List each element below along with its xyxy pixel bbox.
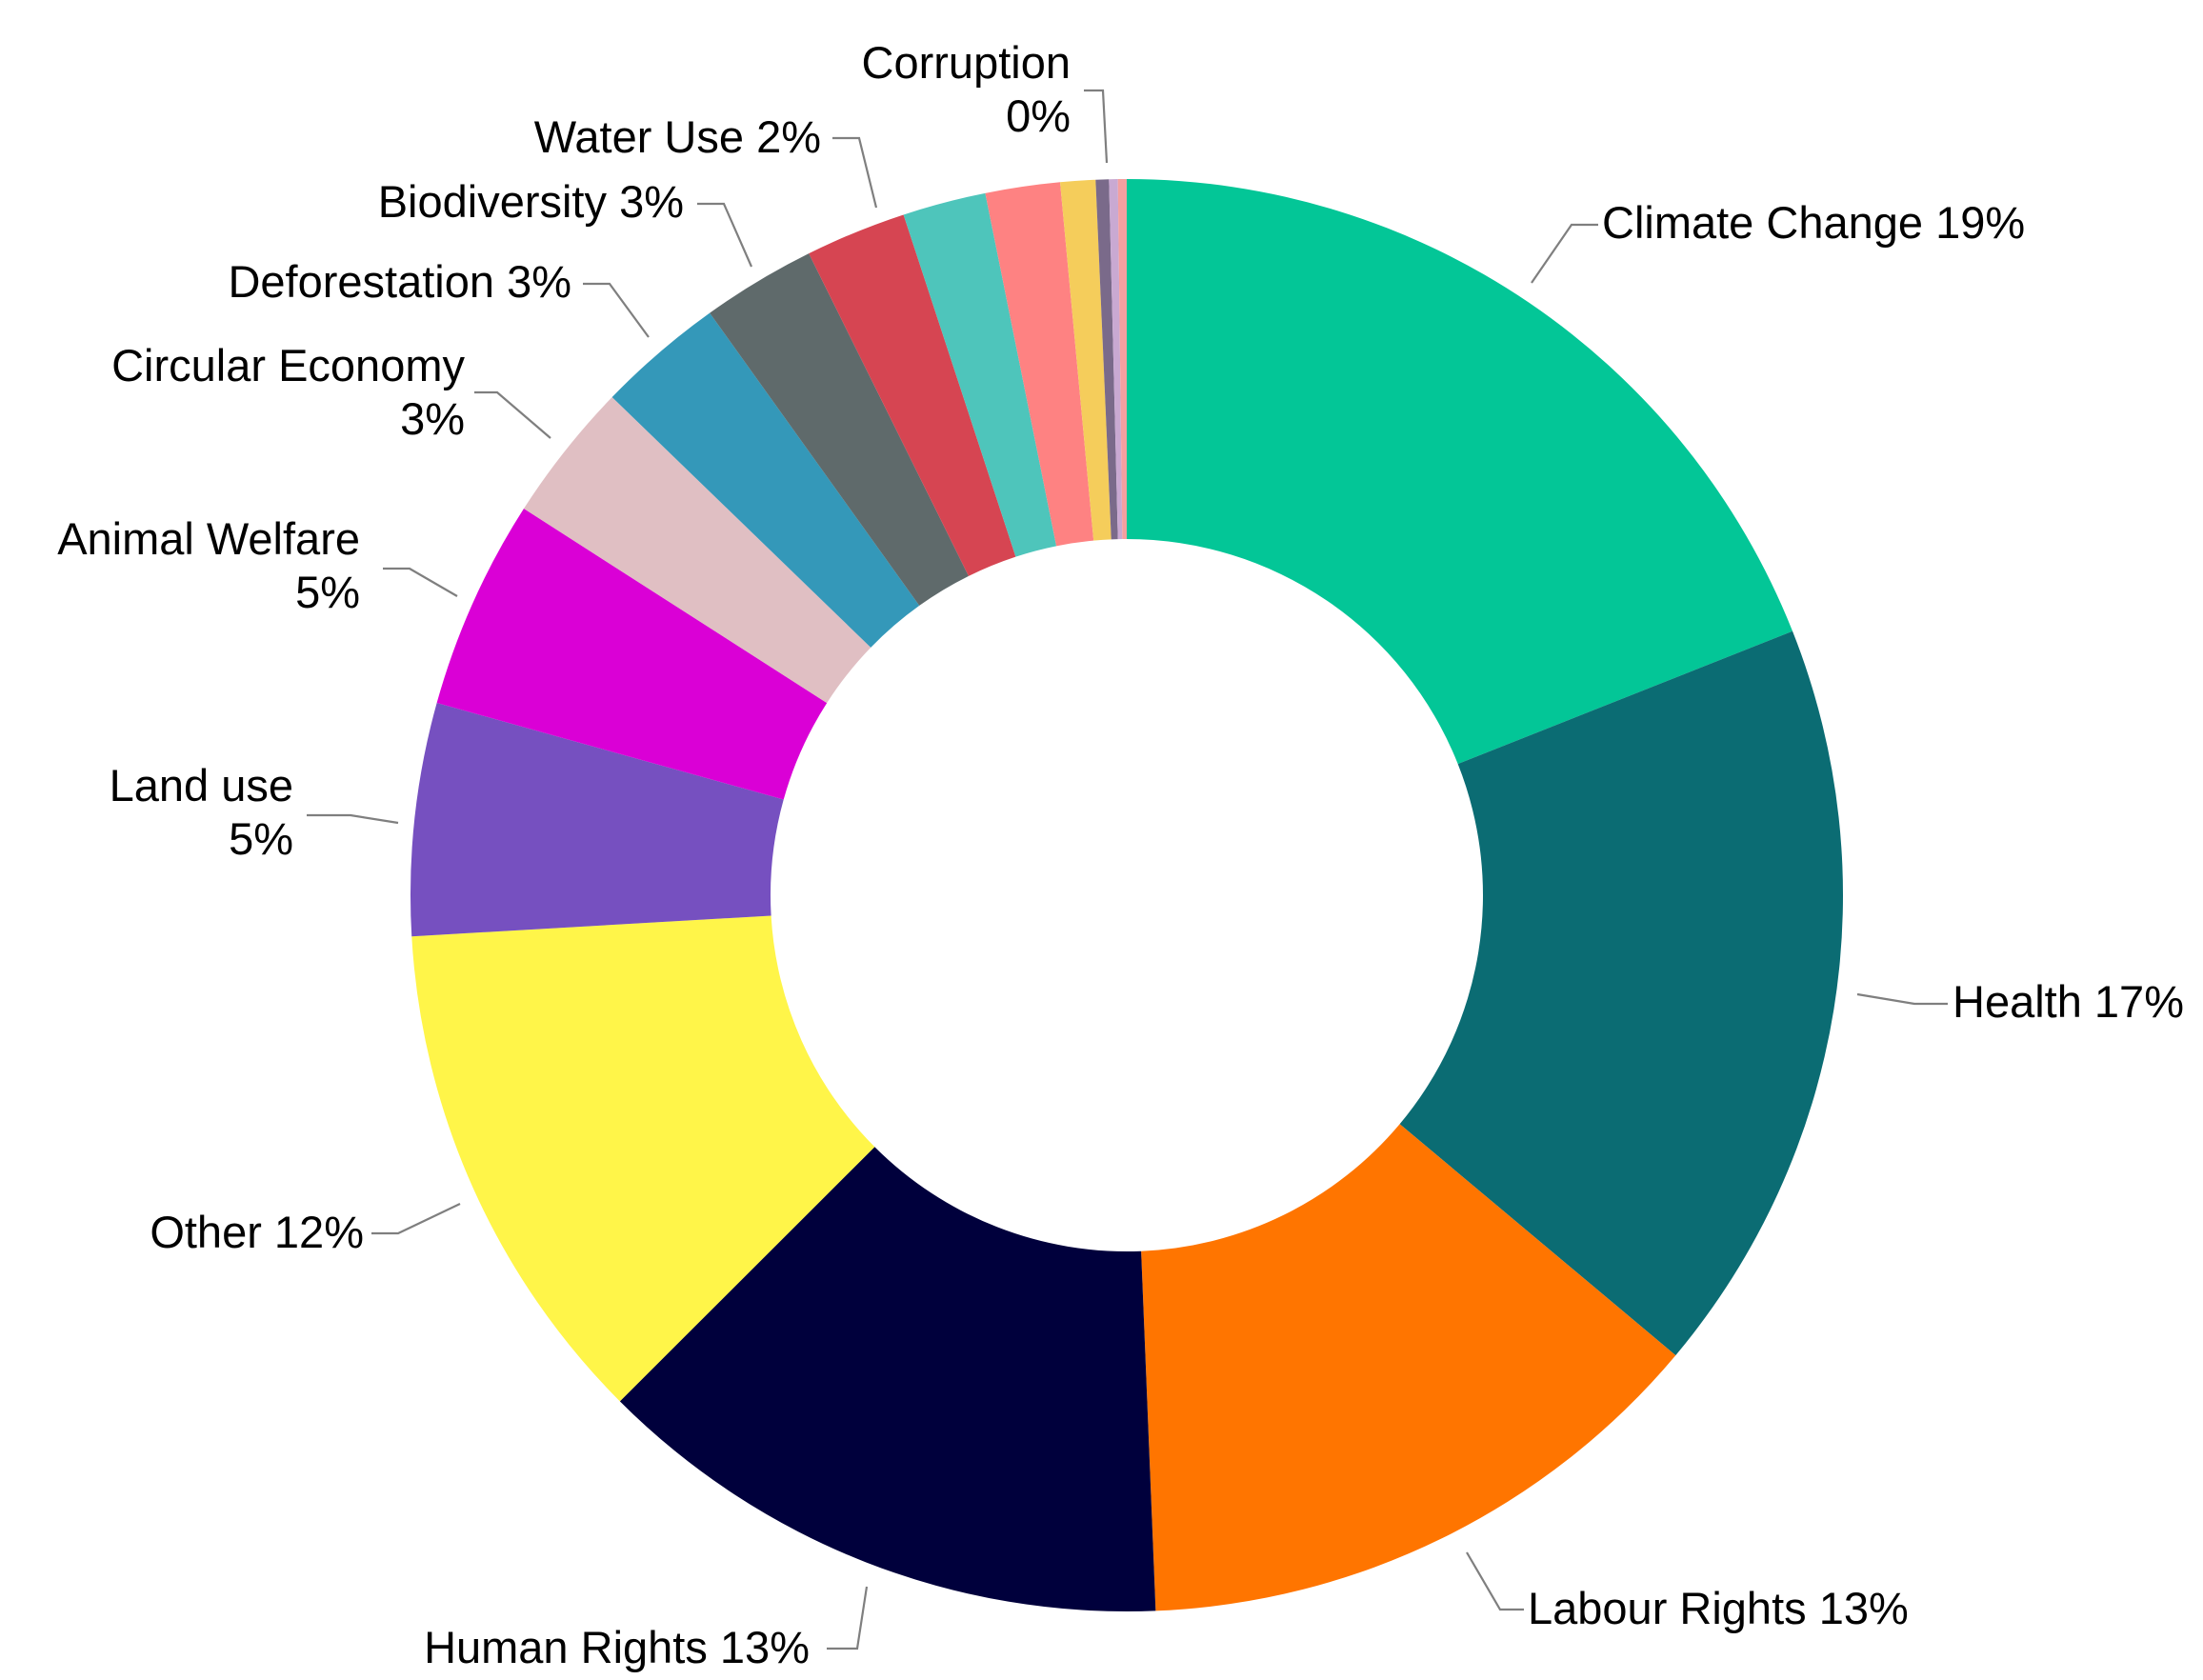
slice-water-use xyxy=(809,214,1016,576)
slice-health xyxy=(1399,630,1844,1356)
leader-labour-rights xyxy=(1466,1551,1524,1611)
slice-corruption xyxy=(1117,179,1127,540)
label-health: Health 17% xyxy=(1953,976,2184,1027)
slice-land-use xyxy=(410,703,784,937)
label-human-rights: Human Rights 13% xyxy=(424,1622,810,1672)
label-other: Other 12% xyxy=(150,1207,364,1257)
slice-climate-change xyxy=(1127,178,1793,765)
slice-circular-economy xyxy=(523,397,871,704)
slice-labels: Climate Change 19% Health 17% Labour Rig… xyxy=(57,37,2184,1672)
leader-climate-change xyxy=(1531,223,1598,284)
label-water-use: Water Use 2% xyxy=(534,111,821,162)
slice-animal-welfare xyxy=(436,509,828,800)
slice-unlabeled-11 xyxy=(903,192,1057,557)
label-circular-economy: Circular Economy 3% xyxy=(111,340,465,444)
label-climate-change: Climate Change 19% xyxy=(1602,197,2025,248)
slice-deforestation xyxy=(611,312,920,648)
leader-human-rights xyxy=(827,1586,869,1650)
leader-corruption xyxy=(1084,89,1109,164)
leader-deforestation xyxy=(583,282,650,338)
slice-unlabeled-13 xyxy=(1060,179,1112,541)
slice-human-rights xyxy=(619,1147,1156,1612)
leader-animal-welfare xyxy=(383,567,458,597)
slices-group xyxy=(410,178,1844,1612)
slice-other xyxy=(411,915,875,1402)
label-biodiversity: Biodiversity 3% xyxy=(378,176,684,227)
slice-biodiversity xyxy=(710,253,969,606)
slice-labour-rights xyxy=(1141,1124,1676,1611)
leader-land-use xyxy=(307,813,399,825)
label-labour-rights: Labour Rights 13% xyxy=(1528,1583,1909,1633)
leader-biodiversity xyxy=(697,202,753,268)
leader-circular-economy xyxy=(474,390,551,439)
label-animal-welfare: Animal Welfare 5% xyxy=(57,513,360,617)
label-deforestation: Deforestation 3% xyxy=(228,256,571,307)
slice-unlabeled-15 xyxy=(1109,179,1123,540)
slice-unlabeled-12 xyxy=(985,182,1094,547)
label-land-use: Land use 5% xyxy=(110,760,293,864)
leader-lines xyxy=(307,89,1948,1650)
slice-unlabeled-14 xyxy=(1095,179,1118,540)
leader-other xyxy=(371,1203,461,1235)
leader-health xyxy=(1856,992,1948,1006)
label-corruption: Corruption 0% xyxy=(862,37,1071,141)
leader-water-use xyxy=(832,136,878,209)
